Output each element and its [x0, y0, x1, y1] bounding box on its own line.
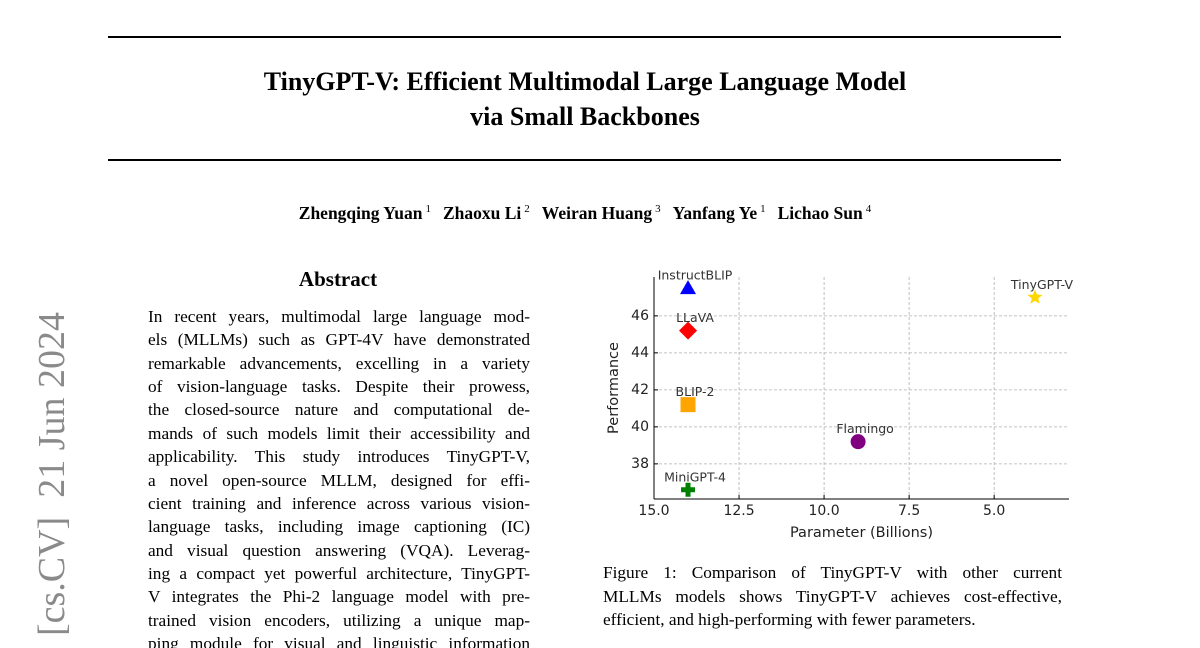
y-tick-label: 44 [631, 345, 649, 361]
author: Yanfang Ye 1 [673, 203, 766, 223]
arxiv-stamp: [cs.CV] 21 Jun 2024 [31, 312, 73, 636]
y-tick-label: 38 [631, 456, 649, 472]
caption-line: MLLMs models shows TinyGPT-V achieves co… [603, 586, 1062, 606]
author: Weiran Huang 3 [542, 203, 661, 223]
data-point [680, 397, 696, 413]
abstract-line: remarkable advancements, excelling in a … [148, 353, 530, 373]
point-label: TinyGPT-V [1010, 277, 1074, 292]
point-label: InstructBLIP [658, 268, 733, 283]
affiliation-mark: 1 [760, 203, 766, 216]
abstract-line: a novel open-source MLLM, designed for e… [148, 470, 530, 490]
point-label: BLIP-2 [676, 384, 715, 399]
data-point [681, 482, 696, 497]
y-tick-label: 40 [631, 419, 649, 435]
abstract-line: mands of such models limit their accessi… [148, 423, 530, 443]
x-tick-label: 15.0 [638, 503, 669, 519]
y-tick-label: 42 [631, 382, 649, 398]
point-label: MiniGPT-4 [664, 469, 726, 484]
title-line: TinyGPT-V: Efficient Multimodal Large La… [264, 67, 907, 96]
y-tick-label: 46 [631, 308, 649, 324]
abstract-heading: Abstract [299, 267, 377, 291]
abstract-line: ping module for visual and linguistic in… [148, 634, 530, 648]
affiliation-mark: 1 [425, 203, 431, 216]
abstract-line: language tasks, including image captioni… [148, 517, 530, 537]
author: Lichao Sun 4 [778, 203, 872, 223]
abstract-line: In recent years, multimodal large langua… [148, 307, 530, 326]
x-tick-label: 10.0 [808, 503, 839, 519]
chart: 15.0 12.5 10.0 7.5 5.0 38 40 42 44 46 Parameter (B… [606, 268, 1073, 541]
author-name: Zhengqing Yuan [298, 203, 423, 223]
abstract-line: and visual question answering (VQA). Lev… [148, 540, 530, 560]
affiliation-mark: 2 [524, 203, 530, 216]
abstract-line: V integrates the Phi-2 language model wi… [148, 587, 530, 607]
x-axis-label: Parameter (Billions) [790, 525, 933, 541]
abstract-line: els (MLLMs) such as GPT-4V have demonstr… [148, 330, 530, 350]
caption-line: Figure 1: Comparison of TinyGPT-V with o… [603, 563, 1062, 582]
author-name: Weiran Huang [541, 203, 653, 223]
x-tick-label: 12.5 [723, 503, 754, 519]
abstract-line: ing a compact yet powerful architecture,… [148, 563, 530, 583]
x-tick-label: 7.5 [898, 503, 920, 519]
title-line: via Small Backbones [470, 102, 700, 131]
caption-line: efficient, and high-performing with fewe… [603, 610, 976, 629]
affiliation-mark: 3 [655, 203, 661, 216]
abstract-line: cient training and inference across vari… [148, 493, 530, 513]
point-label: LLaVA [676, 310, 714, 325]
data-point [1027, 289, 1043, 304]
author-name: Yanfang Ye [672, 203, 758, 223]
data-point [680, 280, 697, 295]
abstract-line: applicability. This study introduces Tin… [148, 447, 530, 467]
point-label: Flamingo [836, 421, 893, 436]
author-list: Zhengqing Yuan 1 Zhaoxu Li 2 Weiran Huang 3 Ya… [0, 203, 1170, 224]
y-axis-label: Performance [606, 342, 622, 434]
author-name: Lichao Sun [777, 203, 863, 223]
author: Zhaoxu Li 2 [443, 203, 530, 223]
abstract-line: trained vision encoders, utilizing a uni… [148, 610, 530, 630]
data-point [850, 434, 866, 450]
abstract-line: of vision-language tasks. Despite their … [148, 377, 530, 397]
x-tick-label: 5.0 [983, 503, 1005, 519]
author-name: Zhaoxu Li [442, 203, 522, 223]
abstract-line: the closed-source nature and computation… [148, 400, 530, 420]
affiliation-mark: 4 [865, 203, 872, 216]
data-point [679, 321, 698, 340]
author: Zhengqing Yuan 1 [299, 203, 431, 223]
